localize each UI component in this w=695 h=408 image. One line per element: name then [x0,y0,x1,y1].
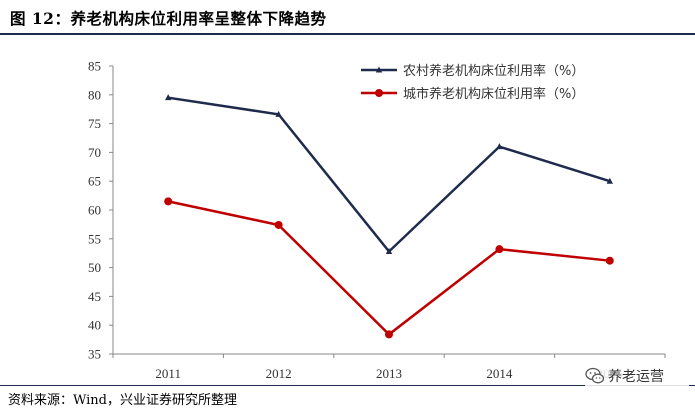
y-tick-label: 75 [88,116,101,131]
watermark-text: 养老运营 [608,369,664,385]
data-point-triangle [385,247,393,254]
data-point-circle [164,197,173,206]
legend-marker-triangle [375,66,383,73]
data-point-triangle [275,110,282,117]
data-point-circle [495,245,504,254]
y-tick-label: 55 [88,231,101,246]
legend-label: 农村养老机构床位利用率（%） [403,63,584,79]
data-point-triangle [496,143,503,150]
legend-label: 城市养老机构床位利用率（%） [403,86,584,102]
y-tick-label: 50 [88,260,101,275]
y-tick-label: 65 [88,174,101,189]
y-tick-label: 80 [88,87,101,102]
y-tick-label: 70 [88,145,101,160]
series-line-1 [168,96,611,254]
y-tick-label: 45 [88,289,101,304]
series-line-2 [167,200,610,337]
y-tick-label: 35 [88,347,101,362]
figure-title: 图 12：养老机构床位利用率呈整体下降趋势 [10,9,327,28]
y-tick-label: 85 [88,59,101,74]
title-divider [0,33,695,35]
legend-marker-circle [375,89,383,97]
x-tick-label: 2011 [155,366,181,381]
data-point-circle [605,256,614,265]
source-note: 资料来源：Wind，兴业证券研究所整理 [8,393,237,408]
data-point-circle [274,220,283,229]
data-point-triangle [165,94,172,101]
y-tick-label: 40 [88,318,101,333]
figure-header: 图 12：养老机构床位利用率呈整体下降趋势 [0,0,695,35]
wechat-icon [585,367,605,384]
data-point-triangle [606,177,613,184]
watermark: 养老运营 [585,365,689,387]
x-tick-label: 2013 [376,366,402,381]
x-tick-label: 2012 [266,366,292,381]
y-tick-label: 60 [88,203,101,218]
source-divider [0,385,695,386]
data-point-circle [385,330,393,339]
x-tick-label: 2014 [486,366,513,381]
